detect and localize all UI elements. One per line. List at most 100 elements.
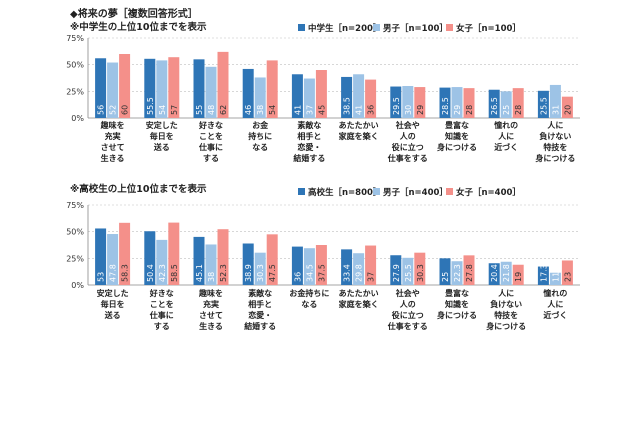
category-label: 人に — [498, 131, 514, 141]
bar-1-2 — [144, 231, 156, 285]
bar-1-4 — [242, 243, 254, 285]
category-label: なる — [301, 300, 317, 309]
bar-1-1 — [95, 228, 107, 285]
data-label: 37.5 — [317, 264, 326, 282]
category-label: 身につける — [437, 142, 477, 152]
data-label: 55.5 — [146, 97, 155, 115]
category-label: あたたかい — [339, 120, 379, 130]
category-label: 仕事に — [149, 310, 174, 320]
data-label: 37 — [367, 272, 376, 282]
data-label: 50.4 — [146, 264, 155, 282]
data-label: 45.1 — [195, 264, 204, 282]
page-heading: ◆将来の夢［複数回答形式］ — [70, 7, 198, 20]
legend-label-1: 中学生［n=200］ — [308, 23, 381, 34]
bar-2-8 — [451, 87, 463, 118]
category-label: させて — [101, 143, 125, 152]
category-label: 好きな — [149, 288, 174, 298]
bar-3-7 — [414, 252, 426, 285]
category-label: 持ちに — [248, 131, 272, 141]
category-label: させて — [199, 311, 223, 320]
category-label: 役に立つ — [391, 310, 424, 320]
data-label: 27.9 — [392, 264, 401, 282]
y-tick-label: 0% — [71, 281, 84, 290]
category-label: 生きる — [199, 321, 223, 331]
bar-2-1 — [107, 62, 119, 118]
category-label: 身につける — [486, 321, 526, 331]
category-label: 充実 — [203, 299, 219, 309]
legend-swatch-1 — [298, 188, 305, 195]
category-label: 充実 — [105, 131, 121, 141]
category-label: 近づく — [543, 310, 567, 320]
data-label: 21.8 — [502, 264, 511, 282]
bar-3-10 — [561, 96, 573, 118]
y-tick-label: 25% — [66, 254, 84, 263]
legend-swatch-3 — [446, 188, 453, 195]
bar-3-8 — [463, 255, 475, 285]
category-label: 豊富な — [445, 288, 469, 298]
data-label: 56 — [97, 105, 106, 115]
data-label: 45 — [317, 105, 326, 115]
legend-label-3: 女子［n=100］ — [456, 23, 521, 34]
data-label: 29.8 — [355, 264, 364, 282]
bar-3-5 — [315, 245, 327, 285]
bar-2-7 — [402, 257, 414, 285]
data-label: 38.9 — [244, 264, 253, 282]
data-label: 27.8 — [465, 264, 474, 282]
bar-1-3 — [193, 236, 205, 285]
category-label: 恋愛・ — [297, 142, 321, 152]
category-label: 好きな — [198, 120, 223, 130]
bar-1-4 — [242, 68, 254, 118]
data-label: 29.5 — [392, 97, 401, 115]
legend-swatch-3 — [446, 24, 453, 31]
bar-2-9 — [500, 261, 512, 285]
bar-1-9 — [488, 263, 500, 285]
category-label: 豊富な — [445, 120, 469, 130]
bar-2-10 — [549, 272, 561, 285]
category-label: 特技を — [543, 142, 567, 152]
bar-3-6 — [365, 79, 377, 118]
bar-3-7 — [414, 87, 426, 118]
bar-1-6 — [341, 249, 353, 285]
category-label: する — [154, 322, 170, 331]
bar-2-3 — [205, 244, 217, 285]
chart-title: ※高校生の上位10位までを表示 — [70, 183, 207, 195]
category-label: 人の — [400, 131, 416, 141]
bar-3-8 — [463, 88, 475, 118]
data-label: 17.3 — [539, 264, 548, 282]
bar-3-3 — [217, 229, 229, 285]
category-label: 人に — [547, 299, 563, 309]
bar-2-1 — [107, 234, 119, 285]
category-label: お金持ちに — [289, 288, 329, 298]
data-label: 20.4 — [490, 264, 499, 282]
y-tick-label: 0% — [71, 114, 84, 123]
bar-2-4 — [254, 252, 266, 285]
category-label: 相手と — [297, 131, 321, 141]
bar-3-5 — [315, 70, 327, 118]
data-label: 53 — [97, 272, 106, 282]
category-label: 憧れの — [494, 120, 518, 130]
bar-2-10 — [549, 84, 561, 118]
data-label: 41 — [355, 105, 364, 115]
data-label: 47.8 — [109, 264, 118, 282]
data-label: 57 — [170, 105, 179, 115]
data-label: 31 — [551, 105, 560, 115]
category-label: 負けない — [490, 299, 522, 309]
category-label: あたたかい — [339, 288, 379, 298]
legend-label-1: 高校生［n=800］ — [308, 187, 381, 198]
data-label: 25.5 — [539, 97, 548, 115]
data-label: 25.5 — [404, 264, 413, 282]
category-label: する — [203, 154, 219, 163]
bar-2-3 — [205, 66, 217, 118]
category-label: 結婚する — [293, 153, 325, 163]
category-label: 人に — [547, 120, 563, 130]
data-label: 47.5 — [268, 264, 277, 282]
bar-1-10 — [537, 90, 549, 118]
category-label: 社会や — [395, 120, 420, 130]
data-label: 38 — [256, 105, 265, 115]
bar-2-9 — [500, 91, 512, 118]
data-label: 28 — [514, 105, 523, 115]
legend-label-3: 女子［n=400］ — [456, 187, 521, 198]
category-label: 送る — [104, 310, 121, 320]
bar-2-7 — [402, 86, 414, 118]
